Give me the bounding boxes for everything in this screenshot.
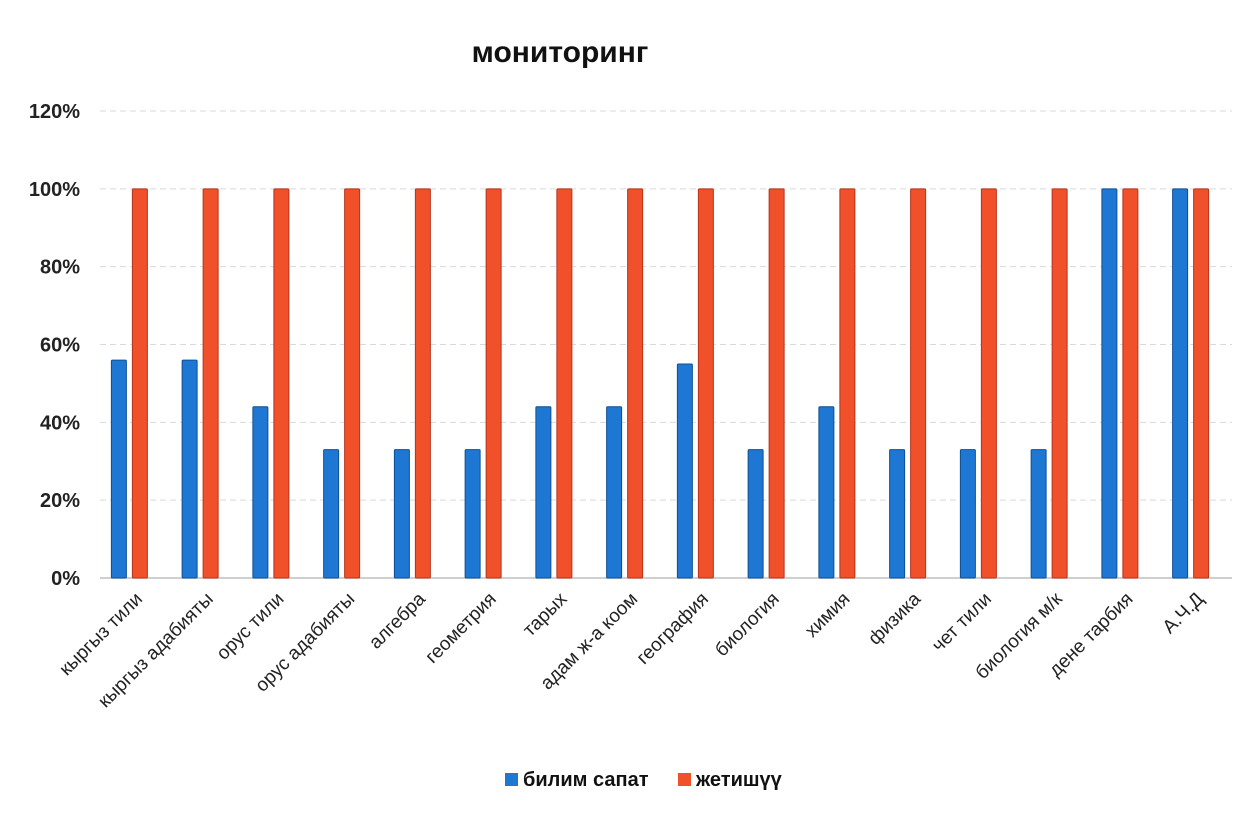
bar-achievement: [414, 188, 431, 579]
bar-knowledge-quality: [252, 406, 269, 579]
y-tick-label: 100%: [29, 179, 80, 201]
bar-knowledge-quality: [959, 449, 976, 579]
y-tick-label: 80%: [40, 257, 80, 279]
y-axis-ticks: 0% 20% 40% 60% 80% 100% 120%: [29, 101, 80, 590]
bar-knowledge-quality: [818, 406, 835, 579]
y-tick-label: 20%: [40, 490, 80, 512]
x-tick-label: чет тили: [928, 589, 996, 657]
x-tick-label: химия: [801, 589, 854, 642]
bar-achievement: [344, 188, 361, 579]
bar-achievement: [131, 188, 148, 579]
bar-knowledge-quality: [535, 406, 552, 579]
bars: [110, 188, 1210, 579]
bar-achievement: [1051, 188, 1068, 579]
x-tick-label: алгебра: [365, 588, 430, 653]
x-tick-label: геометрия: [422, 589, 501, 668]
y-tick-label: 120%: [29, 101, 80, 123]
x-tick-label: физика: [864, 588, 925, 649]
legend-label: билим сапат: [523, 769, 649, 791]
legend-swatch: [678, 773, 691, 786]
bar-knowledge-quality: [606, 406, 623, 579]
y-tick-label: 60%: [40, 335, 80, 357]
bar-knowledge-quality: [181, 359, 198, 579]
bar-achievement: [768, 188, 785, 579]
bar-knowledge-quality: [1101, 188, 1118, 579]
x-tick-label: тарых: [519, 588, 572, 641]
legend-swatch: [505, 773, 518, 786]
y-tick-label: 0%: [51, 568, 80, 590]
bar-achievement: [202, 188, 219, 579]
bar-achievement: [1122, 188, 1139, 579]
bar-achievement: [839, 188, 856, 579]
bar-knowledge-quality: [889, 449, 906, 579]
bar-achievement: [980, 188, 997, 579]
legend-item-knowledge-quality: билим сапат: [505, 769, 649, 791]
bar-knowledge-quality: [747, 449, 764, 579]
bar-achievement: [1193, 188, 1210, 579]
bar-knowledge-quality: [393, 449, 410, 579]
x-tick-label: биология: [711, 589, 783, 661]
legend-item-achievement: жетишүү: [678, 769, 783, 791]
legend: билим сапат жетишүү: [505, 769, 783, 791]
chart-title: мониторинг: [472, 36, 649, 69]
bar-achievement: [697, 188, 714, 579]
bar-knowledge-quality: [1030, 449, 1047, 579]
bar-knowledge-quality: [323, 449, 340, 579]
bar-achievement: [627, 188, 644, 579]
y-tick-label: 40%: [40, 412, 80, 434]
bar-achievement: [485, 188, 502, 579]
bar-achievement: [556, 188, 573, 579]
bar-achievement: [910, 188, 927, 579]
bar-knowledge-quality: [1172, 188, 1189, 579]
x-tick-label: география: [633, 589, 713, 669]
bar-achievement: [273, 188, 290, 579]
x-tick-label: орус тили: [213, 589, 289, 665]
bar-knowledge-quality: [676, 363, 693, 579]
x-tick-label: А.Ч.Д: [1159, 589, 1208, 638]
bar-knowledge-quality: [464, 449, 481, 579]
legend-label: жетишүү: [695, 769, 783, 791]
bar-knowledge-quality: [110, 359, 127, 579]
